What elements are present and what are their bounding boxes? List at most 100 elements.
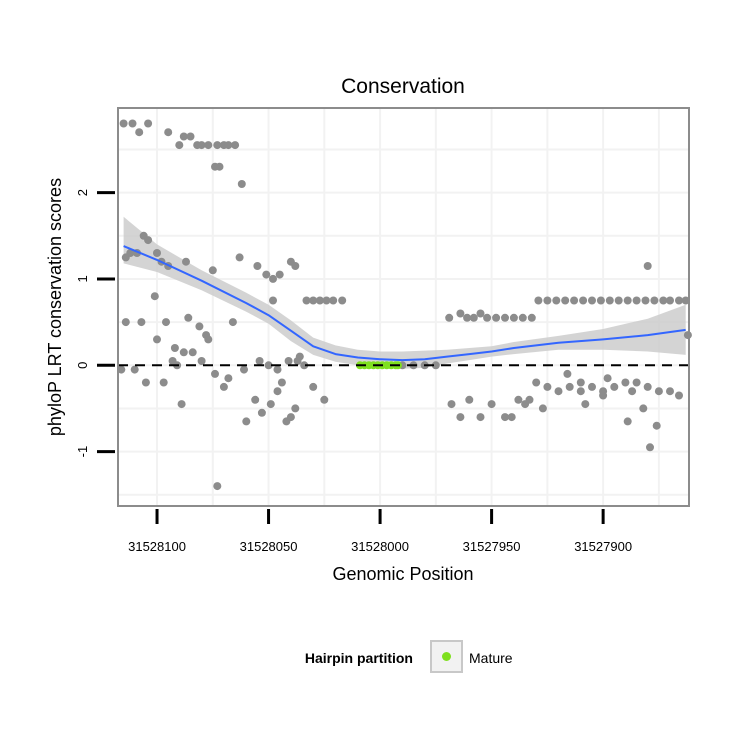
point-other [291, 262, 300, 270]
point-other [532, 378, 541, 387]
point-other [179, 132, 188, 141]
point-other [596, 296, 605, 305]
point-other [621, 378, 630, 387]
x-axis: 31528100 31528050 31528000 31527950 31527900 [128, 509, 632, 554]
y-tick-label: 2 [75, 189, 90, 196]
point-other [195, 322, 204, 331]
point-other [141, 378, 150, 387]
point-other [654, 387, 663, 396]
point-other [224, 141, 233, 150]
point-other [309, 296, 318, 305]
point-other [162, 318, 170, 327]
point-other [605, 296, 614, 305]
point-other [681, 296, 690, 305]
point-other [235, 253, 244, 262]
y-tick-label: -1 [75, 446, 90, 458]
point-other [561, 296, 570, 305]
point-other [463, 313, 472, 322]
point-other [514, 395, 523, 404]
confidence-band-area [123, 216, 686, 369]
point-other [273, 365, 282, 374]
legend-title: Hairpin partition [305, 650, 413, 666]
point-other [269, 296, 277, 305]
legend-label-mature: Mature [469, 650, 513, 666]
point-other [159, 378, 168, 387]
point-other [623, 296, 632, 305]
point-other [315, 296, 324, 305]
y-axis: -1 0 1 2 [75, 189, 115, 457]
point-other [614, 296, 623, 305]
point-other [150, 292, 159, 301]
point-other [659, 296, 668, 305]
point-other [266, 400, 275, 409]
x-tick-label: 31528000 [351, 539, 409, 554]
point-other [552, 296, 561, 305]
point-other [186, 132, 195, 141]
point-other [509, 313, 518, 322]
point-other [465, 395, 474, 404]
x-tick-label: 31528100 [128, 539, 186, 554]
point-other [170, 344, 179, 352]
point-other [302, 296, 311, 305]
point-other [144, 236, 153, 245]
point-other [632, 296, 641, 305]
point-other [581, 400, 590, 409]
point-other [492, 313, 501, 322]
point-other [456, 309, 465, 318]
point-other [666, 387, 674, 396]
point-other [320, 395, 329, 404]
point-other [543, 382, 552, 391]
point-other [639, 404, 648, 413]
point-other [119, 119, 128, 128]
point-other [211, 369, 219, 378]
point-other [525, 395, 534, 404]
legend-marker-mature [442, 652, 451, 661]
point-other [184, 313, 193, 322]
chart-title: Conservation [341, 75, 465, 98]
point-other [130, 365, 139, 374]
point-other [135, 128, 144, 137]
point-other [242, 417, 251, 426]
point-other [570, 296, 579, 305]
point-other [153, 335, 161, 344]
point-other [240, 365, 248, 374]
y-axis-label: phyloP LRT conservation scores [45, 178, 65, 436]
point-other [251, 395, 260, 404]
point-other [228, 318, 237, 327]
point-other [309, 382, 318, 391]
point-other [632, 378, 641, 387]
point-other [623, 417, 632, 426]
point-other [483, 313, 492, 322]
point-other [588, 296, 596, 305]
point-other [277, 378, 286, 387]
point-other [197, 357, 206, 365]
panel-border [117, 107, 690, 507]
point-other [576, 378, 585, 387]
point-other [286, 413, 295, 422]
x-tick-label: 31528050 [240, 539, 298, 554]
point-other [177, 400, 186, 409]
x-tick-label: 31527950 [463, 539, 521, 554]
point-other [554, 387, 563, 396]
point-other [534, 296, 543, 305]
y-tick-label: 0 [75, 362, 90, 369]
point-other [182, 257, 190, 266]
point-other [117, 365, 126, 374]
point-other [121, 318, 130, 327]
point-other [628, 387, 637, 396]
point-other [262, 270, 271, 279]
point-other [153, 249, 161, 257]
data-points [117, 119, 692, 491]
point-other [219, 382, 228, 391]
point-other [641, 296, 650, 305]
legend: Hairpin partition Mature [305, 640, 513, 673]
plot-panel [117, 107, 692, 507]
point-other [666, 296, 674, 305]
point-other [518, 313, 527, 322]
point-other [652, 421, 661, 430]
point-other [445, 313, 454, 322]
point-other [144, 119, 153, 128]
point-other [273, 387, 282, 396]
point-other [527, 313, 536, 322]
point-other [211, 162, 219, 171]
